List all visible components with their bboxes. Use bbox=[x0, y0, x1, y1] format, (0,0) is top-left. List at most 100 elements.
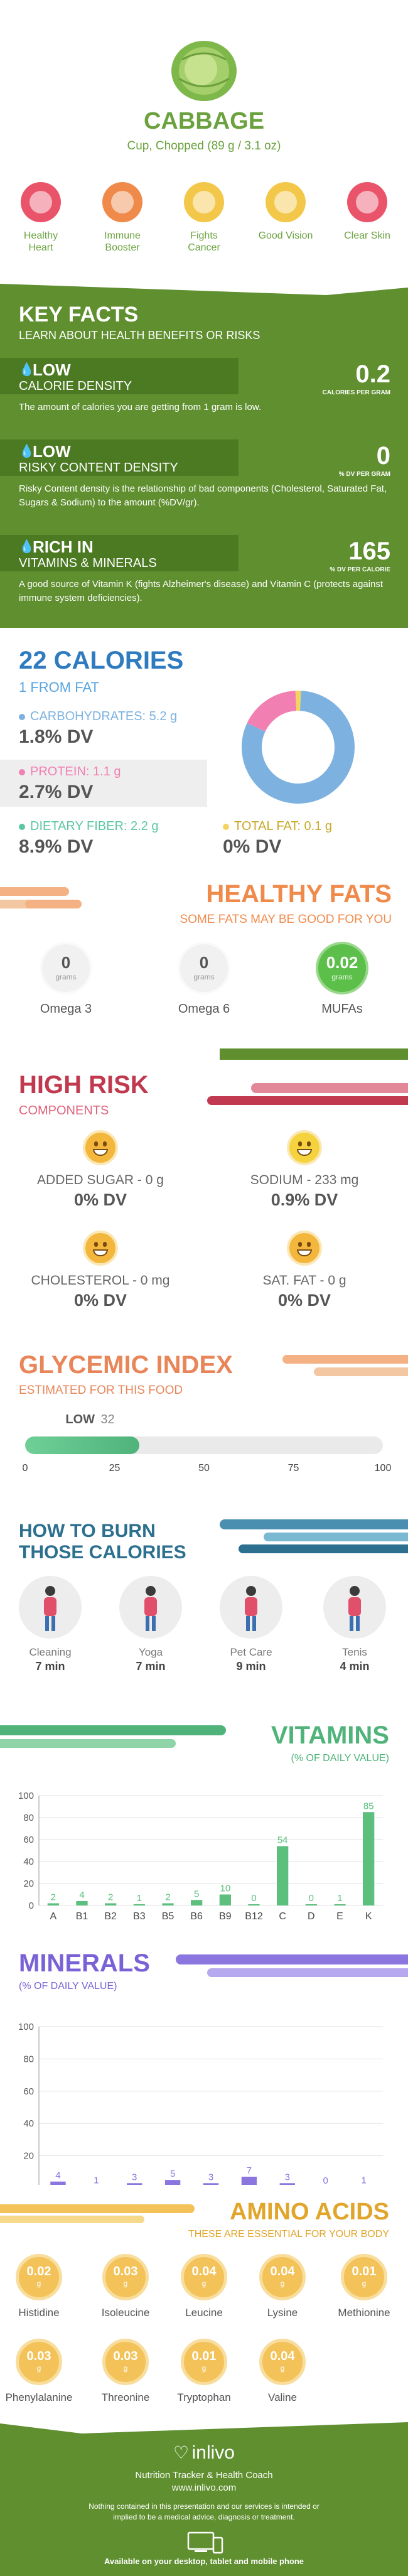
pet-care-icon bbox=[220, 1576, 282, 1639]
x-tick-label: B5 bbox=[162, 1911, 174, 1922]
bar-value-label: 3 bbox=[285, 2172, 290, 2182]
amino-value: 0.03 bbox=[26, 2349, 51, 2363]
amino-item: 0.04 g Valine bbox=[242, 2339, 323, 2404]
footer-disclaimer: Nothing contained in this presentation a… bbox=[89, 2502, 319, 2521]
calories-donut-chart bbox=[242, 691, 355, 804]
healthy-fat-value: 0 bbox=[61, 953, 71, 972]
amino-item: 0.04 g Lysine bbox=[242, 2254, 323, 2319]
amino-circle: 0.04 g bbox=[259, 2339, 306, 2385]
vitamins-section: VITAMINS (% OF DAILY VALUE) 0 20 40 60 80 100… bbox=[0, 1708, 408, 1931]
burn-item: Tenis 4 min bbox=[311, 1576, 399, 1673]
key-fact-level: LOW bbox=[33, 442, 71, 461]
key-fact-desc: Risky Content density is the relationshi… bbox=[19, 483, 387, 508]
amino-unit: g bbox=[280, 2364, 285, 2373]
healthy-fat-label: Omega 6 bbox=[178, 1002, 230, 1016]
smiley-icon bbox=[83, 1231, 118, 1266]
healthy-fat-label: Omega 3 bbox=[40, 1002, 92, 1016]
amino-value: 0.04 bbox=[270, 2349, 295, 2363]
amino-label: Methionine bbox=[338, 2307, 390, 2319]
bar-value-label: 3 bbox=[208, 2172, 213, 2182]
calories-subtitle: 1 FROM FAT bbox=[19, 679, 99, 695]
amino-value: 0.02 bbox=[26, 2265, 51, 2278]
amino-label: Histidine bbox=[18, 2307, 60, 2319]
high-risk-subtitle: COMPONENTS bbox=[19, 1104, 109, 1118]
amino-label: Valine bbox=[268, 2391, 297, 2403]
healthy-fats-subtitle: SOME FATS MAY BE GOOD FOR YOU bbox=[180, 913, 392, 926]
amino-label: Lysine bbox=[267, 2307, 298, 2319]
amino-label: Tryptophan bbox=[177, 2391, 231, 2403]
key-fact-desc: A good source of Vitamin K (fights Alzhe… bbox=[19, 579, 384, 603]
bar bbox=[133, 1904, 145, 1905]
smiley-icon bbox=[287, 1130, 322, 1165]
glycemic-stripes bbox=[282, 1355, 408, 1376]
healthy-fat-value: 0.02 bbox=[326, 953, 358, 972]
y-tick-label: 80 bbox=[23, 1813, 34, 1823]
burn-item: Yoga 7 min bbox=[107, 1576, 195, 1673]
burn-stripes bbox=[220, 1519, 408, 1553]
amino-unit: g bbox=[123, 2279, 128, 2288]
risk-item: SAT. FAT - 0 g 0% DV bbox=[210, 1231, 399, 1310]
brand-logo: ♡ inlivo bbox=[0, 2442, 408, 2464]
protein-dv: 2.7% DV bbox=[19, 782, 94, 802]
y-tick-label: 20 bbox=[23, 1878, 34, 1889]
carbs-block: CARBOHYDRATES: 5.2 g 1.8% DV bbox=[19, 709, 177, 748]
devices-icon bbox=[187, 2531, 223, 2554]
amino-circle: 0.01 g bbox=[341, 2254, 387, 2300]
glycemic-tick-label: 25 bbox=[109, 1463, 121, 1474]
glycemic-tick-label: 100 bbox=[374, 1463, 392, 1474]
fiber-dot-icon bbox=[19, 824, 25, 830]
glycemic-title: GLYCEMIC INDEX bbox=[19, 1351, 233, 1379]
x-tick-label: B2 bbox=[104, 1911, 117, 1922]
bar bbox=[305, 1904, 317, 1905]
amino-unit: g bbox=[362, 2279, 367, 2288]
key-fact-badge: 💧 RICH IN VITAMINS & MINERALS bbox=[0, 535, 239, 571]
header-section: CABBAGE Cup, Chopped (89 g / 3.1 oz) Hea… bbox=[0, 0, 408, 289]
fiber-label: DIETARY FIBER: 2.2 g bbox=[30, 819, 159, 833]
drop-icon: 💧 bbox=[19, 445, 35, 458]
key-fact-unit: % DV PER GRAM bbox=[338, 471, 390, 478]
benefit-item: Clear Skin bbox=[330, 182, 405, 242]
amino-value: 0.04 bbox=[191, 2265, 217, 2278]
burn-time: 4 min bbox=[340, 1660, 370, 1673]
amino-value: 0.04 bbox=[270, 2265, 295, 2278]
protein-dot-icon bbox=[19, 769, 25, 775]
risk-label: SODIUM - 233 mg bbox=[250, 1173, 359, 1187]
glycemic-fill bbox=[25, 1436, 140, 1454]
bar-value-label: 2 bbox=[51, 1892, 56, 1903]
amino-unit: g bbox=[201, 2364, 207, 2373]
smiley-icon bbox=[287, 1231, 322, 1266]
burn-label: Cleaning bbox=[29, 1646, 72, 1658]
amino-circle: 0.04 g bbox=[181, 2254, 227, 2300]
amino-value: 0.03 bbox=[113, 2349, 138, 2363]
amino-item: 0.03 g Threonine bbox=[85, 2339, 166, 2404]
protein-label: PROTEIN: 1.1 g bbox=[30, 765, 121, 779]
page-title: CABBAGE bbox=[143, 108, 265, 134]
amino-unit: g bbox=[123, 2364, 128, 2373]
smiley-icon bbox=[83, 1130, 118, 1165]
risk-dv: 0% DV bbox=[73, 1190, 127, 1209]
fat-block: TOTAL FAT: 0.1 g 0% DV bbox=[223, 819, 332, 858]
amino-title: AMINO ACIDS bbox=[229, 2199, 389, 2225]
y-tick-label: 80 bbox=[23, 2054, 34, 2064]
benefit-item: Immune Booster bbox=[85, 182, 160, 254]
footer-url[interactable]: www.inlivo.com bbox=[171, 2482, 237, 2493]
carbs-dot-icon bbox=[19, 714, 25, 720]
healthy-fat-item: 0 grams Omega 3 bbox=[28, 942, 104, 1016]
amino-unit: g bbox=[36, 2279, 41, 2288]
bar-value-label: 3 bbox=[132, 2172, 137, 2182]
heart-icon bbox=[21, 182, 61, 222]
healthy-fat-unit: grams bbox=[331, 973, 353, 981]
minerals-section: MINERALS (% OF DAILY VALUE) 0 20 40 60 80 100… bbox=[0, 1931, 408, 2216]
glycemic-value: 32 bbox=[100, 1413, 115, 1426]
section-top-divider bbox=[0, 276, 408, 295]
benefit-item: Healthy Heart bbox=[3, 182, 78, 254]
page-subtitle: Cup, Chopped (89 g / 3.1 oz) bbox=[127, 139, 281, 153]
risk-dv: 0% DV bbox=[277, 1291, 331, 1310]
healthy-fats-title: HEALTHY FATS bbox=[206, 880, 392, 908]
cabbage-icon bbox=[171, 41, 237, 101]
x-tick-label: B3 bbox=[133, 1911, 146, 1922]
amino-list: 0.02 g Histidine 0.03 g Isoleucine 0.04 g Leucin… bbox=[0, 2254, 408, 2417]
bar bbox=[76, 1901, 88, 1905]
healthy-fat-value: 0 bbox=[199, 953, 209, 972]
amino-circle: 0.03 g bbox=[102, 2254, 149, 2300]
